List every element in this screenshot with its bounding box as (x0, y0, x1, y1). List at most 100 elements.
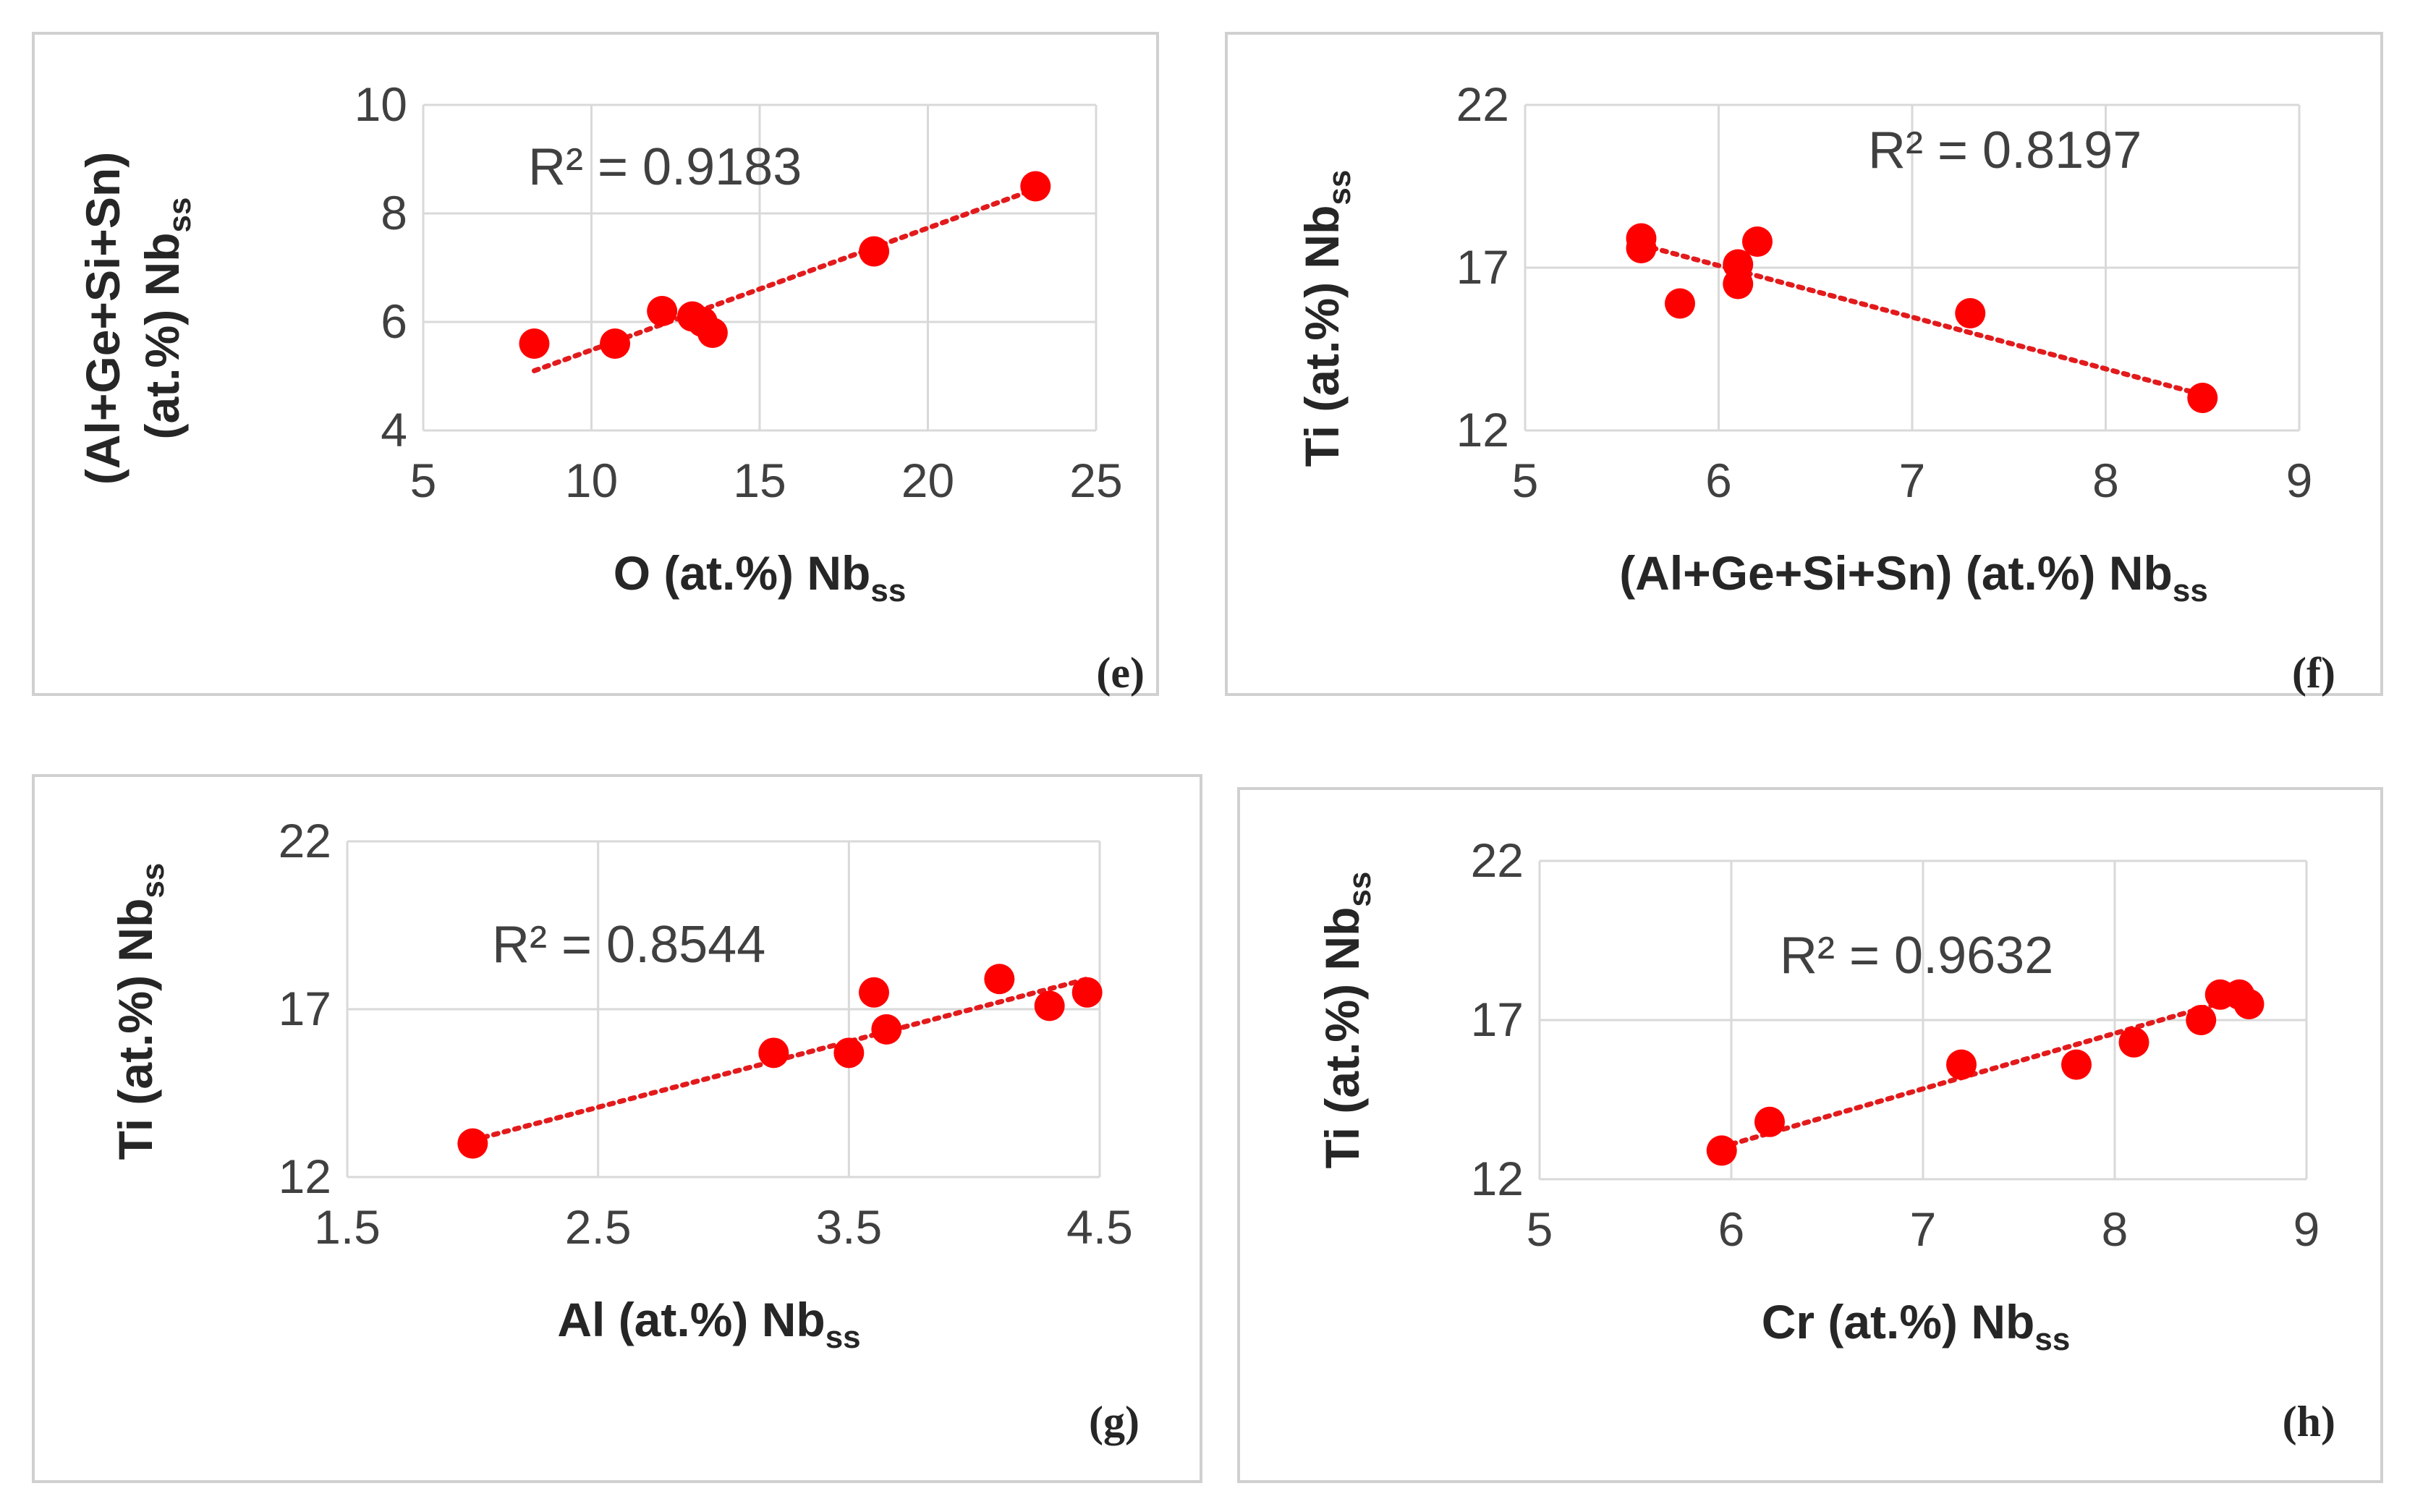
data-point (2118, 1027, 2149, 1058)
x-axis-title-main: Cr (at.%) Nb (1762, 1295, 2035, 1349)
y-tick-label: 8 (381, 186, 407, 239)
x-tick-label: 3.5 (815, 1200, 882, 1254)
data-point (984, 964, 1015, 995)
panel-frame (32, 32, 1159, 696)
y-tick-label: 22 (279, 814, 331, 867)
data-point (1955, 298, 1986, 328)
data-point (647, 296, 678, 326)
x-axis-title-main: (Al+Ge+Si+Sn) (at.%) Nb (1619, 546, 2173, 600)
y-axis-title: Ti (at.%) Nbss (1315, 872, 1378, 1169)
x-tick-label: 2.5 (565, 1200, 632, 1254)
y-axis-title-sub: ss (1322, 170, 1357, 205)
r-squared-label: R² = 0.9183 (528, 138, 802, 196)
x-axis-title: (Al+Ge+Si+Sn) (at.%) Nbss (1619, 546, 2208, 608)
panel-frame (1237, 787, 2383, 1483)
data-point (1706, 1135, 1737, 1166)
x-axis-title: Al (at.%) Nbss (557, 1293, 860, 1355)
x-tick-label: 6 (1718, 1202, 1745, 1256)
y-axis-title-sub: ss (1342, 872, 1378, 907)
y-axis-title: Ti (at.%) Nbss (1295, 170, 1357, 467)
x-axis-title-sub: ss (2034, 1322, 2070, 1357)
x-axis-title-main: O (at.%) Nb (614, 546, 871, 600)
data-point (457, 1128, 488, 1159)
data-point (1742, 226, 1773, 257)
y-tick-label: 10 (355, 77, 407, 131)
x-tick-label: 8 (2102, 1202, 2128, 1256)
y-tick-label: 12 (1471, 1152, 1524, 1205)
x-tick-label: 4.5 (1066, 1200, 1133, 1254)
panel-frame (1225, 32, 2383, 696)
x-axis-title: O (at.%) Nbss (614, 546, 907, 608)
y-axis-title-line1: Ti (at.%) Nb (109, 899, 162, 1160)
data-point (1020, 171, 1051, 202)
panel-label: (g) (1089, 1398, 1139, 1445)
data-point (519, 328, 550, 359)
y-tick-label: 12 (279, 1150, 331, 1203)
x-tick-label: 25 (1069, 454, 1122, 507)
y-axis-title-line1: (Al+Ge+Si+Sn) (76, 152, 130, 485)
data-point (1723, 268, 1754, 300)
chart-panel-f: 5 6 7 8 9 12 17 22 R² = 0.8197 (Al+Ge+Si+Sn) (at.… (1225, 32, 2383, 697)
panel-frame (32, 774, 1202, 1483)
y-tick-label: 17 (1456, 240, 1509, 294)
y-tick-label: 17 (279, 982, 331, 1035)
x-axis-title: Cr (at.%) Nbss (1762, 1295, 2071, 1357)
r-squared-label: R² = 0.9632 (1780, 927, 2053, 985)
y-axis-title-line1: Ti (at.%) Nb (1295, 205, 1349, 467)
data-point (2186, 1005, 2217, 1035)
data-point (833, 1037, 865, 1069)
data-point (600, 328, 631, 359)
data-point (2187, 383, 2218, 413)
data-point (1665, 288, 1695, 319)
trendline (1728, 992, 2251, 1147)
x-tick-label: 5 (1512, 454, 1539, 507)
data-point (2233, 989, 2265, 1019)
x-axis-title-sub: ss (825, 1320, 861, 1355)
y-tick-label: 4 (381, 403, 407, 456)
data-point (871, 1014, 902, 1045)
chart-panel-g: 1.5 2.5 3.5 4.5 12 17 22 R² = 0.8544 Al (at.%) N… (32, 774, 1202, 1483)
y-axis-title-line1: Ti (at.%) Nb (1315, 907, 1369, 1169)
data-point (1071, 977, 1103, 1008)
x-axis-title-sub: ss (870, 573, 906, 608)
panel-label: (f) (2292, 649, 2335, 697)
y-axis-title-line2: (at.%) Nb (135, 232, 189, 439)
data-point (697, 318, 728, 348)
x-tick-label: 9 (2286, 454, 2313, 507)
r-squared-label: R² = 0.8544 (492, 916, 765, 974)
x-tick-label: 8 (2092, 454, 2119, 507)
y-axis-title: (Al+Ge+Si+Sn) (at.%) Nbss (76, 152, 198, 485)
x-tick-label: 5 (410, 454, 437, 507)
y-tick-label: 22 (1471, 833, 1524, 887)
y-tick-label: 12 (1456, 403, 1509, 456)
x-tick-label: 15 (733, 454, 786, 507)
y-tick-label: 6 (381, 294, 407, 348)
data-point (758, 1037, 789, 1069)
data-point (1946, 1049, 1977, 1080)
panel-label: (h) (2283, 1398, 2335, 1445)
data-point (859, 977, 889, 1008)
x-tick-label: 5 (1527, 1202, 1553, 1256)
x-axis-title-sub: ss (2173, 573, 2208, 608)
y-axis-title-sub: ss (135, 863, 171, 899)
x-tick-label: 7 (1899, 454, 1926, 507)
x-axis-title-main: Al (at.%) Nb (557, 1293, 825, 1346)
y-tick-label: 22 (1456, 77, 1509, 131)
y-tick-label: 17 (1471, 993, 1524, 1046)
data-point (1626, 233, 1657, 263)
x-tick-label: 20 (901, 454, 954, 507)
panel-label: (e) (1096, 649, 1145, 697)
y-axis-title-sub: ss (162, 198, 198, 233)
x-tick-label: 10 (565, 454, 618, 507)
data-point (1754, 1106, 1785, 1137)
data-point (1034, 990, 1065, 1022)
data-point (2061, 1049, 2092, 1080)
y-axis-title: Ti (at.%) Nbss (109, 863, 171, 1160)
x-tick-label: 7 (1910, 1202, 1937, 1256)
x-tick-label: 9 (2293, 1202, 2320, 1256)
r-squared-label: R² = 0.8197 (1868, 122, 2142, 179)
x-tick-label: 1.5 (314, 1200, 381, 1254)
